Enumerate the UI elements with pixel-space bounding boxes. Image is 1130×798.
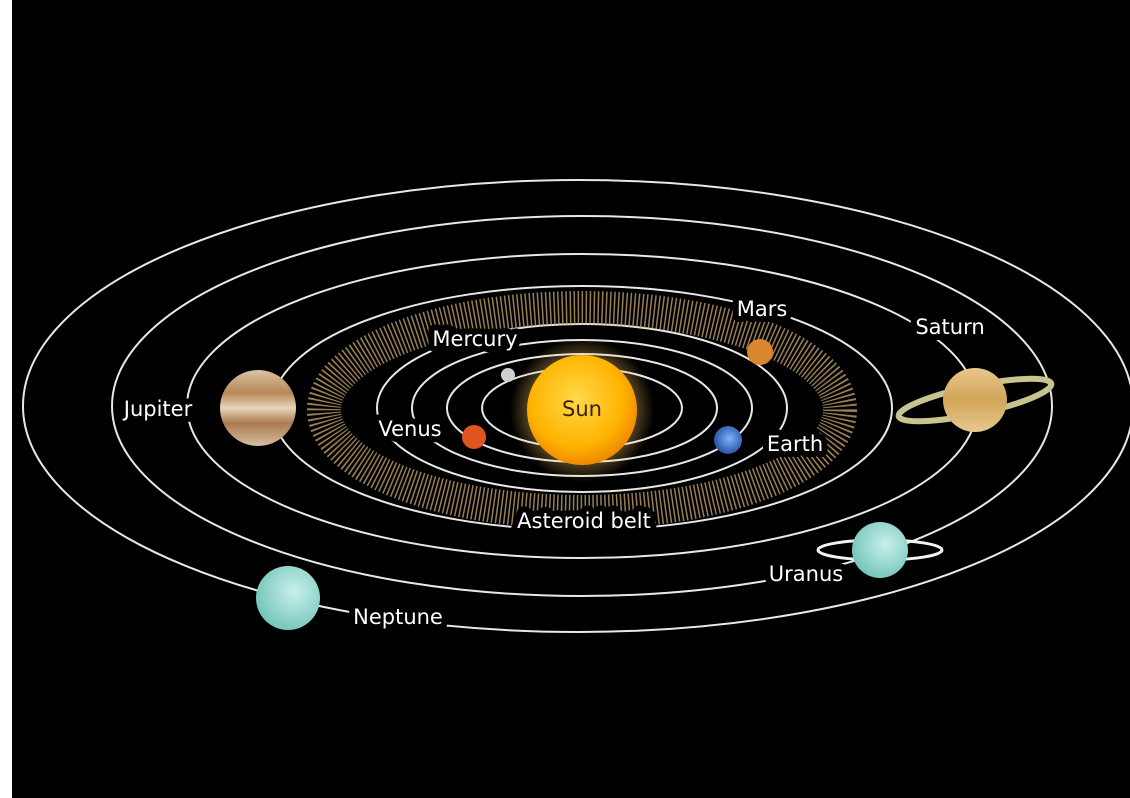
asteroid-belt-label: Asteroid belt <box>517 509 651 533</box>
uranus <box>852 522 908 578</box>
venus-label: Venus <box>378 417 441 441</box>
uranus-label: Uranus <box>769 562 843 586</box>
neptune-label: Neptune <box>353 605 443 629</box>
jupiter <box>220 370 296 446</box>
jupiter-label: Jupiter <box>122 397 193 421</box>
mercury-label: Mercury <box>432 327 517 351</box>
sun-label: Sun <box>562 397 602 421</box>
neptune <box>256 566 320 630</box>
mars-label: Mars <box>737 297 788 321</box>
earth-label: Earth <box>767 432 823 456</box>
mercury <box>501 368 515 382</box>
saturn <box>943 368 1007 432</box>
venus <box>462 425 486 449</box>
saturn-label: Saturn <box>915 315 984 339</box>
mars <box>747 339 773 365</box>
solar-system-diagram: Sun Mercury Venus Earth Mars Asteroid be… <box>0 0 1130 798</box>
earth <box>714 426 742 454</box>
